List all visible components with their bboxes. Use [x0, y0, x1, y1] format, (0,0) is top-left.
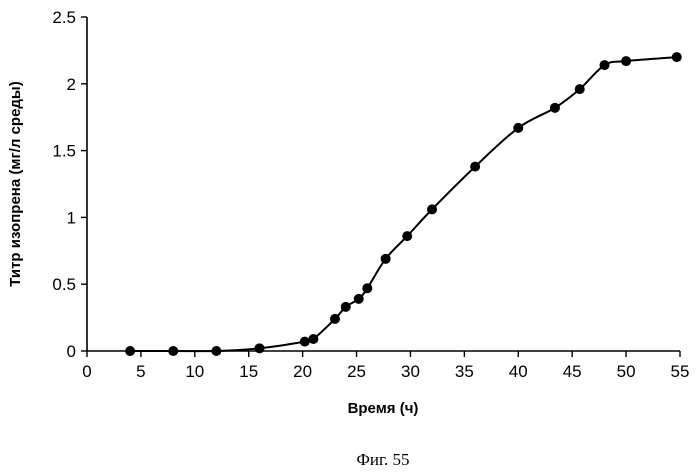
y-axis-ticks: 0 0.5 1 1.5 2 2.5 — [52, 8, 87, 361]
x-tick-label: 35 — [455, 362, 474, 381]
x-tick-label: 40 — [509, 362, 528, 381]
data-point — [470, 162, 480, 172]
x-tick-label: 10 — [185, 362, 204, 381]
data-point — [362, 283, 372, 293]
x-tick-label: 45 — [563, 362, 582, 381]
data-point — [300, 337, 310, 347]
x-tick-label: 30 — [401, 362, 420, 381]
y-tick-label: 2 — [67, 75, 76, 94]
x-tick-label: 20 — [293, 362, 312, 381]
data-point — [513, 123, 523, 133]
figure-caption: Фиг. 55 — [356, 450, 409, 469]
x-tick-label: 0 — [82, 362, 91, 381]
data-point — [672, 52, 682, 62]
data-points — [125, 52, 682, 356]
data-point — [308, 334, 318, 344]
x-tick-label: 55 — [671, 362, 690, 381]
data-point — [211, 346, 221, 356]
y-tick-label: 2.5 — [52, 8, 76, 27]
x-tick-label: 5 — [136, 362, 145, 381]
y-tick-label: 1.5 — [52, 142, 76, 161]
data-point — [427, 204, 437, 214]
x-axis-title: Время (ч) — [348, 400, 419, 417]
data-point — [341, 302, 351, 312]
data-point — [550, 103, 560, 113]
data-point — [125, 346, 135, 356]
data-point — [381, 254, 391, 264]
data-point — [168, 346, 178, 356]
data-point — [330, 314, 340, 324]
data-point — [621, 56, 631, 66]
data-point — [255, 343, 265, 353]
y-tick-label: 1 — [67, 208, 76, 227]
data-point — [354, 294, 364, 304]
data-point — [575, 84, 585, 94]
y-axis-title: Титр изопрена (мг/л среды) — [7, 81, 24, 286]
series-line — [130, 57, 677, 351]
y-tick-label: 0 — [67, 342, 76, 361]
data-point — [402, 231, 412, 241]
y-tick-label: 0.5 — [52, 275, 76, 294]
x-tick-label: 50 — [617, 362, 636, 381]
x-tick-label: 25 — [347, 362, 366, 381]
x-tick-label: 15 — [239, 362, 258, 381]
data-point — [600, 60, 610, 70]
